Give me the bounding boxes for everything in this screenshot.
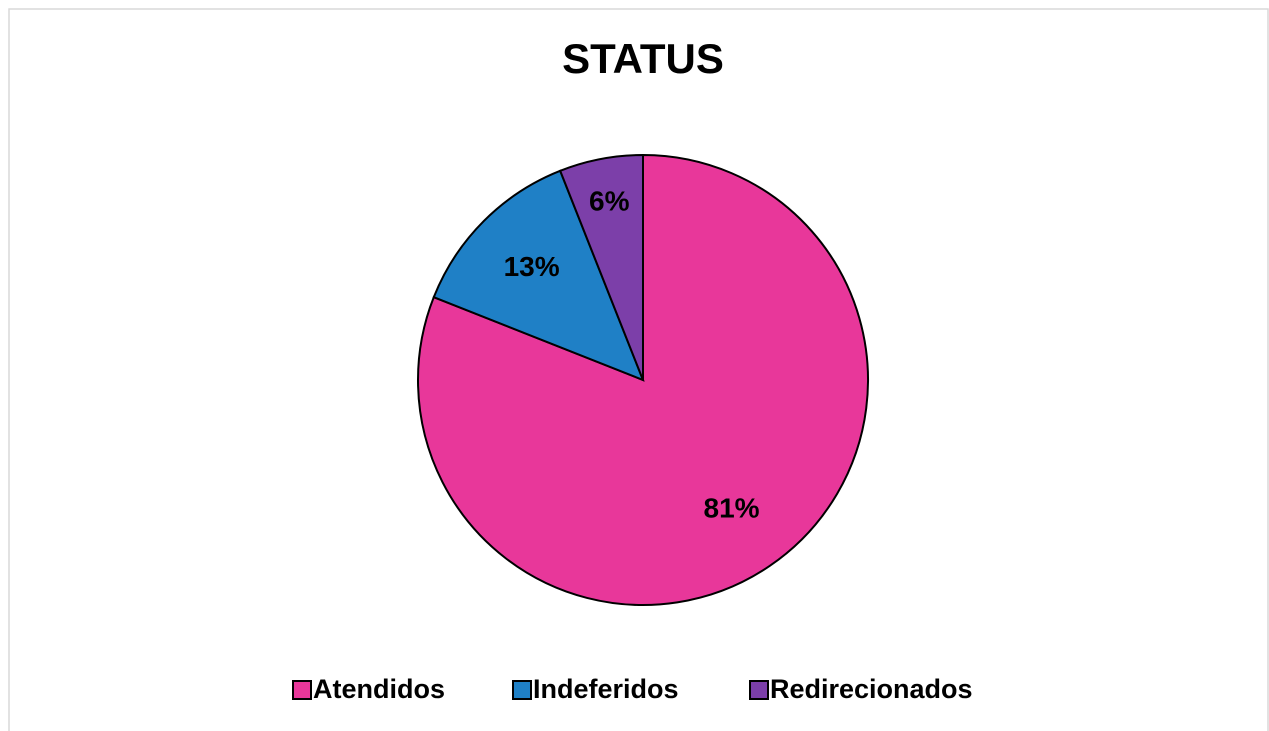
pie-slice xyxy=(432,169,645,382)
chart-title: STATUS xyxy=(562,35,724,82)
legend-label: Redirecionados xyxy=(770,674,973,704)
data-label: 6% xyxy=(589,186,630,217)
data-label: 13% xyxy=(504,251,560,282)
pie-slice xyxy=(558,153,644,381)
legend-swatch xyxy=(292,680,312,700)
legend-label: Indeferidos xyxy=(533,674,679,704)
data-label: 81% xyxy=(704,493,760,524)
legend-swatch xyxy=(749,680,769,700)
legend-swatch xyxy=(512,680,532,700)
legend-label: Atendidos xyxy=(313,674,445,704)
